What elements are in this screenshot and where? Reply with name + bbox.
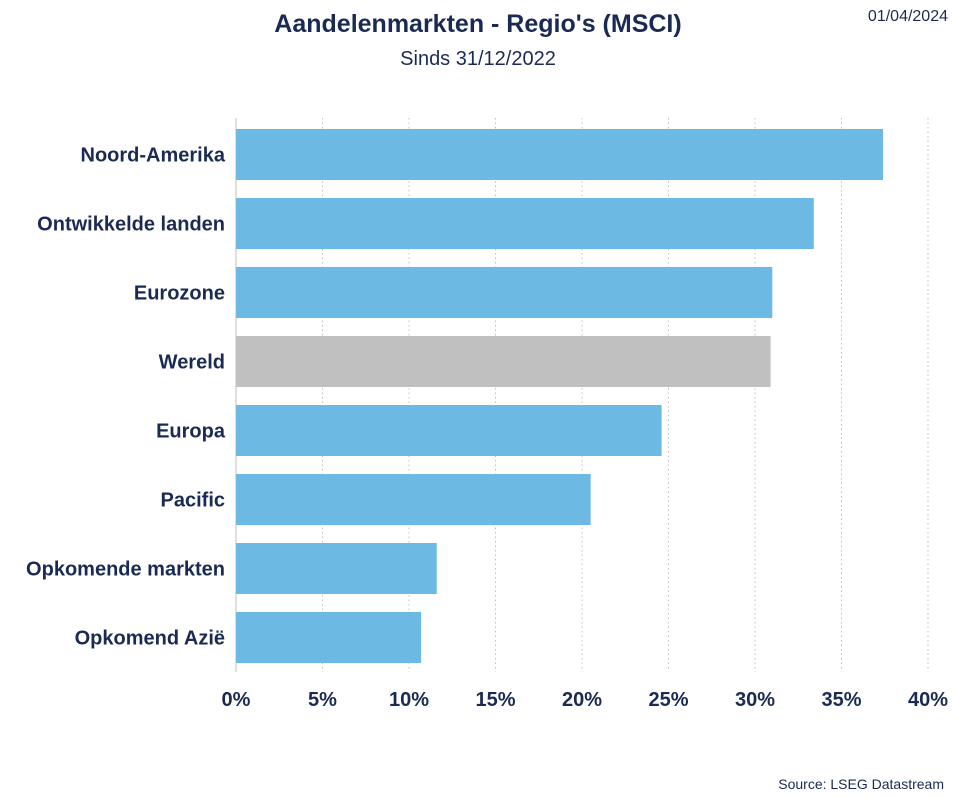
x-tick-label: 5% <box>308 689 337 711</box>
source-note: Source: LSEG Datastream <box>778 776 944 792</box>
category-label: Ontwikkelde landen <box>37 214 225 236</box>
chart-title: Aandelenmarkten - Regio's (MSCI) <box>274 10 682 38</box>
x-axis-ticks: 0% 5% 10% 15% 20% 25% 30% 35% 40% <box>222 689 949 711</box>
x-tick-label: 15% <box>475 689 515 711</box>
bar-europa <box>236 405 662 456</box>
bar-ontwikkelde-landen <box>236 198 814 249</box>
category-label: Opkomende markten <box>26 559 225 581</box>
bar-wereld <box>236 336 771 387</box>
category-labels: Noord-Amerika Ontwikkelde landen Eurozone W… <box>26 145 226 650</box>
x-tick-label: 30% <box>735 689 775 711</box>
category-label: Europa <box>156 421 226 443</box>
bar-opkomende-markten <box>236 543 437 594</box>
category-label: Pacific <box>161 490 225 512</box>
bar-pacific <box>236 474 591 525</box>
x-tick-label: 10% <box>389 689 429 711</box>
chart-subtitle: Sinds 31/12/2022 <box>400 48 556 70</box>
category-label: Eurozone <box>134 283 225 305</box>
x-tick-label: 35% <box>821 689 861 711</box>
bar-eurozone <box>236 267 773 318</box>
category-label: Wereld <box>159 352 225 374</box>
category-label: Noord-Amerika <box>81 145 226 167</box>
x-tick-label: 40% <box>908 689 948 711</box>
bar-noord-amerika <box>236 129 884 180</box>
bars <box>236 129 884 663</box>
bar-opkomend-azi- <box>236 612 422 663</box>
x-tick-label: 20% <box>562 689 602 711</box>
x-tick-label: 25% <box>648 689 688 711</box>
chart-date: 01/04/2024 <box>867 8 948 25</box>
category-label: Opkomend Azië <box>75 628 225 650</box>
x-tick-label: 0% <box>222 689 251 711</box>
